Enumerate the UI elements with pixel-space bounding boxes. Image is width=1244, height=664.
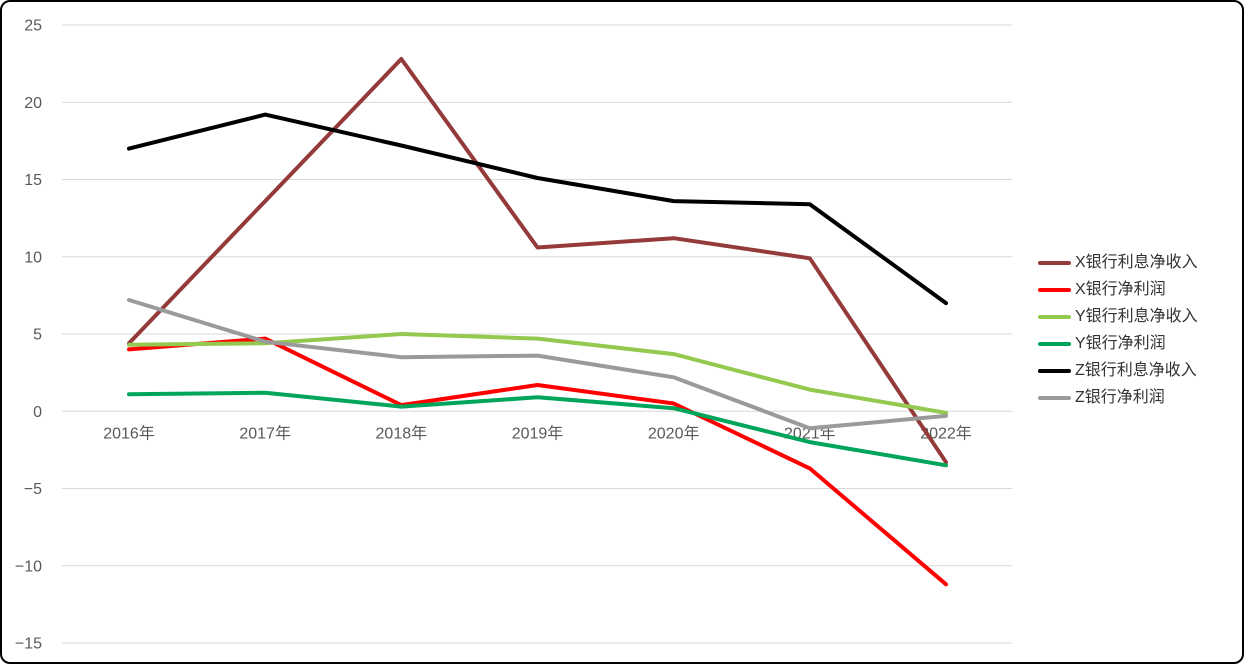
legend-item-Z银行净利润: Z银行净利润 [1038, 384, 1198, 411]
x-axis-category-label: 2018年 [376, 424, 428, 442]
series-line-Z银行利息净收入 [127, 112, 948, 306]
legend-line-swatch-icon [1038, 287, 1071, 292]
legend-label: X银行净利润 [1075, 280, 1166, 298]
legend-label: Y银行利息净收入 [1075, 307, 1198, 325]
legend-item-X银行利息净收入: X银行利息净收入 [1038, 249, 1198, 276]
legend-item-X银行净利润: X银行净利润 [1038, 276, 1198, 303]
legend-label: X银行利息净收入 [1075, 253, 1198, 271]
y-axis-tick-label: 0 [33, 404, 42, 421]
legend-item-Z银行利息净收入: Z银行利息净收入 [1038, 357, 1198, 384]
y-axis-tick-label: −10 [15, 558, 42, 575]
series-line-X银行净利润 [127, 336, 948, 587]
x-axis-category-label: 2019年 [512, 424, 564, 442]
y-axis-tick-label: 15 [24, 172, 42, 189]
legend-line-swatch-icon [1038, 260, 1071, 265]
series-line-Z银行净利润 [127, 298, 948, 431]
y-axis-tick-label: −5 [24, 481, 42, 498]
x-axis-category-label: 2020年 [648, 424, 700, 442]
x-axis-category-label: 2017年 [239, 424, 291, 442]
legend-line-swatch-icon [1038, 368, 1071, 373]
y-axis-tick-label: 10 [24, 249, 42, 266]
legend-item-Y银行净利润: Y银行净利润 [1038, 330, 1198, 357]
series-line-Y银行利息净收入 [127, 332, 948, 415]
legend-line-swatch-icon [1038, 395, 1071, 400]
chart-legend: X银行利息净收入 X银行净利润 Y银行利息净收入 Y银行净利润 Z银行利息净收入 Z银行净… [1038, 249, 1198, 411]
series-line-Y银行净利润 [127, 390, 948, 468]
legend-label: Z银行利息净收入 [1075, 361, 1197, 379]
legend-item-Y银行利息净收入: Y银行利息净收入 [1038, 303, 1198, 330]
y-axis-tick-label: 20 [24, 95, 42, 112]
legend-label: Z银行净利润 [1075, 388, 1165, 406]
legend-label: Y银行净利润 [1075, 334, 1166, 352]
series-line-X银行利息净收入 [127, 57, 948, 465]
y-axis-tick-label: 5 [33, 327, 42, 344]
x-axis-category-label: 2022年 [920, 424, 972, 442]
y-axis-tick-label: 25 [24, 18, 42, 35]
y-axis-tick-label: −15 [15, 636, 42, 653]
x-axis-category-label: 2016年 [103, 424, 155, 442]
legend-line-swatch-icon [1038, 314, 1071, 319]
legend-line-swatch-icon [1038, 341, 1071, 346]
